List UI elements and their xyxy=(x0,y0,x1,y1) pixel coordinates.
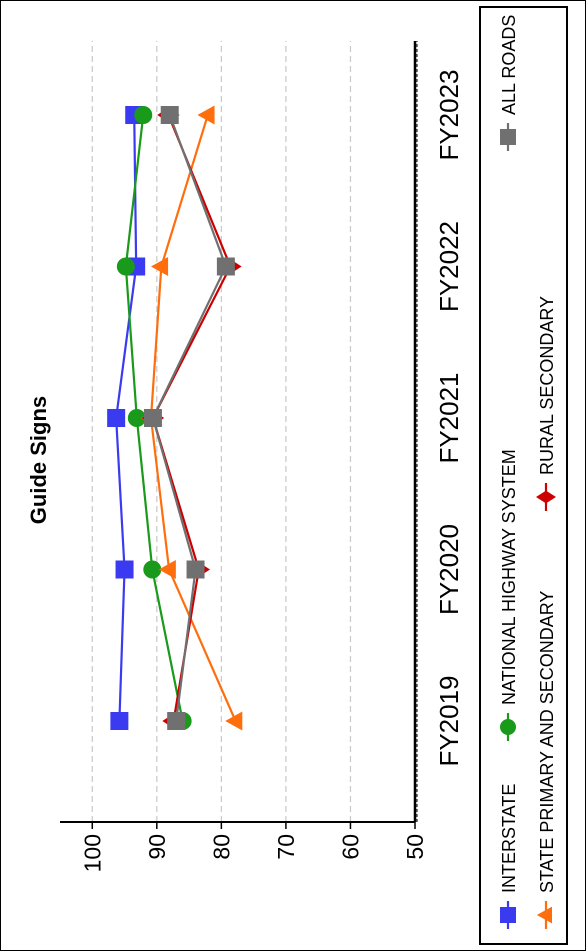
x-tick-label: FY2019 xyxy=(434,675,464,766)
y-tick-label: 60 xyxy=(337,834,363,860)
legend-item: STATE PRIMARY AND SECONDARY xyxy=(536,591,557,929)
data-point-marker xyxy=(115,560,134,579)
grid-lines xyxy=(91,41,352,822)
legend-marker xyxy=(500,129,516,145)
data-point-marker xyxy=(160,106,179,124)
data-point-marker xyxy=(150,257,169,276)
data-point-marker xyxy=(186,560,205,579)
legend-item: INTERSTATE xyxy=(499,784,519,929)
data-point-marker xyxy=(127,409,146,427)
data-point-marker xyxy=(116,257,135,276)
data-point-marker xyxy=(167,712,186,730)
legend-marker xyxy=(536,906,552,924)
series-interstate xyxy=(107,106,146,730)
data-point-marker xyxy=(143,560,162,579)
legend: INTERSTATE NATIONAL HIGHWAY SYSTEM ALL ROA… xyxy=(479,6,568,945)
x-tick-label: FY2020 xyxy=(434,524,464,615)
axes: 50 60 70 80 90 100 FY2019 FY2020 FY2021 FY2022 FY2… xyxy=(60,41,464,872)
legend-item: NATIONAL HIGHWAY SYSTEM xyxy=(499,449,519,741)
data-point-marker xyxy=(143,409,162,427)
legend-label: INTERSTATE xyxy=(499,784,519,893)
legend-item: ALL ROADS xyxy=(499,15,519,151)
legend-label: NATIONAL HIGHWAY SYSTEM xyxy=(499,449,519,705)
legend-item: RURAL SECONDARY xyxy=(536,296,557,511)
y-tick-label: 70 xyxy=(273,834,299,860)
y-tick-label: 80 xyxy=(208,834,234,860)
y-tick-label: 100 xyxy=(79,834,105,872)
chart-title: Guide Signs xyxy=(26,396,51,524)
data-point-marker xyxy=(216,257,235,276)
legend-marker xyxy=(500,719,516,735)
y-tick-label: 50 xyxy=(402,834,428,860)
data-point-marker xyxy=(134,106,153,124)
data-point-marker xyxy=(197,105,215,125)
data-point-marker xyxy=(107,409,126,427)
x-tick-label: FY2022 xyxy=(434,221,464,312)
series-all-roads xyxy=(143,106,235,730)
legend-label: RURAL SECONDARY xyxy=(537,296,557,475)
legend-label: ALL ROADS xyxy=(499,15,519,115)
rotated-plot: Guide Signs 50 60 70 80 90 100 FY2019 FY2020 FY2… xyxy=(26,6,568,945)
legend-marker xyxy=(536,490,556,504)
legend-marker xyxy=(500,907,516,923)
y-tick-label: 90 xyxy=(144,834,170,860)
data-point-marker xyxy=(158,560,176,579)
series-layer xyxy=(107,105,243,731)
legend-label: STATE PRIMARY AND SECONDARY xyxy=(537,591,557,893)
legend-box xyxy=(479,6,568,945)
data-point-marker xyxy=(225,711,243,731)
x-tick-label: FY2023 xyxy=(434,69,464,160)
data-point-marker xyxy=(110,712,129,730)
x-tick-label: FY2021 xyxy=(434,372,464,463)
